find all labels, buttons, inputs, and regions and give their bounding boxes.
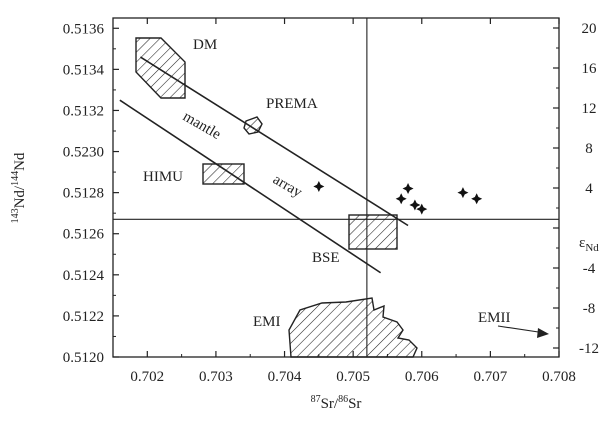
y-tick-label: 0.5122	[63, 309, 104, 325]
label-emi: EMI	[253, 314, 281, 330]
label-himu: HIMU	[143, 169, 183, 185]
label-array: array	[270, 172, 305, 202]
x-tick-label: 0.704	[268, 369, 302, 385]
x-tick-label: 0.708	[542, 369, 576, 385]
prema-field	[243, 116, 263, 135]
data-point	[457, 187, 469, 199]
x-tick-label: 0.705	[336, 369, 370, 385]
y-axis-right: -12 -8 -4 4 8 12 16 20	[553, 21, 599, 357]
himu-field	[202, 163, 245, 185]
data-point	[471, 193, 483, 205]
x-axis-title: 87Sr/86Sr	[311, 394, 362, 412]
y-tick-label: 0.5132	[63, 103, 104, 119]
label-dm: DM	[193, 37, 217, 53]
y-axis-title: 143Nd/144Nd	[10, 152, 28, 223]
data-points	[313, 180, 483, 215]
y-tick-label: 0.5124	[63, 268, 105, 284]
y-tick-label: 0.5230	[63, 145, 104, 161]
dm-field	[135, 37, 186, 99]
x-tick-label: 0.703	[199, 369, 233, 385]
y2-axis-title: εNd	[579, 235, 599, 254]
data-point	[395, 193, 407, 205]
emi-field	[288, 297, 418, 358]
label-emii: EMII	[478, 310, 511, 326]
mantle-array-lower-line	[119, 99, 382, 274]
label-bse: BSE	[312, 250, 340, 266]
data-point	[402, 183, 414, 195]
y-tick-label: 0.5126	[63, 227, 105, 243]
y-axis-left: 0.5120 0.5122 0.5124 0.5126 0.5128 0.5230 0.51…	[63, 21, 119, 366]
y2-tick-label: 20	[582, 21, 597, 37]
emii-arrow	[497, 325, 546, 334]
label-prema: PREMA	[266, 96, 318, 112]
data-point	[409, 199, 421, 211]
y-tick-label: 0.5128	[63, 186, 104, 202]
y2-tick-label: 8	[585, 141, 593, 157]
x-tick-label: 0.702	[130, 369, 164, 385]
label-mantle: mantle	[180, 109, 224, 143]
y2-tick-label: -8	[583, 301, 596, 317]
x-tick-label: 0.707	[474, 369, 508, 385]
y2-tick-label: 4	[585, 181, 593, 197]
y-tick-label: 0.5134	[63, 62, 105, 78]
bse-field	[348, 214, 398, 250]
emii-arrowhead	[537, 328, 549, 338]
y2-tick-label: 12	[582, 101, 597, 117]
x-tick-label: 0.706	[405, 369, 439, 385]
y2-tick-label: -4	[583, 261, 596, 277]
y-tick-label: 0.5120	[63, 350, 104, 366]
y-tick-label: 0.5136	[63, 21, 105, 37]
data-point	[313, 180, 325, 192]
y2-tick-label: -12	[579, 341, 599, 357]
data-point	[416, 203, 428, 215]
y2-tick-label: 16	[582, 61, 598, 77]
